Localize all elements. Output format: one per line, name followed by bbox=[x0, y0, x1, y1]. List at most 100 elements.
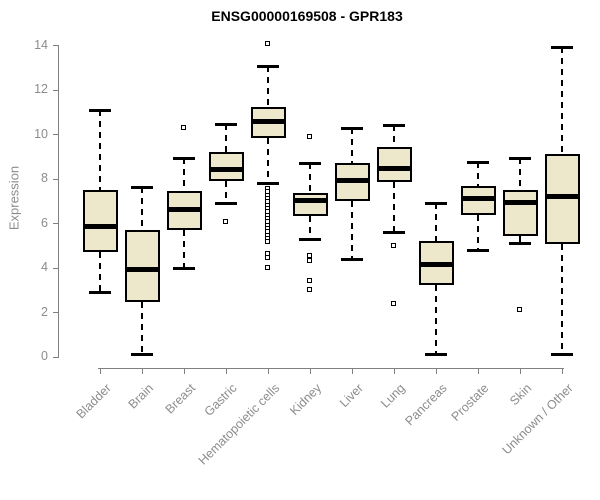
outlier-point-hematopoietic-cells bbox=[265, 265, 270, 270]
upper-whisker-gastric bbox=[225, 123, 227, 152]
x-axis-tick bbox=[520, 369, 521, 374]
y-axis-tick bbox=[53, 312, 58, 313]
y-axis-tick bbox=[53, 223, 58, 224]
box-kidney bbox=[293, 192, 328, 217]
y-tick-label: 14 bbox=[34, 38, 48, 52]
upper-whisker-cap-brain bbox=[131, 186, 153, 189]
lower-whisker-skin bbox=[519, 236, 521, 244]
lower-whisker-cap-brain bbox=[131, 353, 153, 356]
median-kidney bbox=[293, 198, 328, 203]
median-hematopoietic-cells bbox=[251, 119, 286, 124]
lower-whisker-cap-gastric bbox=[215, 202, 237, 205]
upper-whisker-lung bbox=[393, 125, 395, 148]
x-tick-label-breast: Breast bbox=[162, 381, 198, 417]
y-tick-label: 2 bbox=[41, 305, 48, 319]
upper-whisker-cap-hematopoietic-cells bbox=[257, 65, 279, 68]
x-axis-tick bbox=[478, 369, 479, 374]
upper-whisker-prostate bbox=[477, 161, 479, 187]
y-axis-tick bbox=[53, 357, 58, 358]
y-axis-tick bbox=[53, 134, 58, 135]
median-pancreas bbox=[419, 262, 454, 267]
outlier-point-hematopoietic-cells bbox=[265, 41, 270, 46]
x-tick-label-gastric: Gastric bbox=[202, 381, 240, 419]
y-axis-line bbox=[58, 45, 59, 358]
outlier-point-kidney bbox=[307, 278, 312, 283]
y-axis-tick bbox=[53, 179, 58, 180]
x-axis-line bbox=[98, 368, 564, 369]
outlier-point-hematopoietic-cells bbox=[265, 255, 270, 260]
lower-whisker-cap-liver bbox=[341, 258, 363, 261]
x-tick-label-pancreas: Pancreas bbox=[402, 381, 450, 429]
outlier-point-kidney bbox=[307, 253, 312, 258]
y-tick-label: 8 bbox=[41, 171, 48, 185]
box-lung bbox=[377, 147, 412, 182]
box-skin bbox=[503, 189, 538, 237]
chart-title: ENSG00000169508 - GPR183 bbox=[211, 8, 403, 24]
x-tick-label-brain: Brain bbox=[125, 381, 156, 412]
x-axis-tick bbox=[184, 369, 185, 374]
outlier-point-skin bbox=[517, 307, 522, 312]
lower-whisker-cap-breast bbox=[173, 267, 195, 270]
x-tick-label-skin: Skin bbox=[506, 381, 534, 409]
y-tick-label: 0 bbox=[41, 349, 48, 363]
outlier-point-breast bbox=[181, 125, 186, 130]
upper-whisker-cap-kidney bbox=[299, 162, 321, 165]
upper-whisker-breast bbox=[183, 158, 185, 191]
lower-whisker-hematopoietic-cells bbox=[267, 138, 269, 183]
upper-whisker-cap-prostate bbox=[467, 161, 489, 164]
box-unknown-other bbox=[545, 154, 580, 245]
lower-whisker-kidney bbox=[309, 216, 311, 239]
median-unknown-other bbox=[545, 194, 580, 199]
upper-whisker-cap-bladder bbox=[89, 109, 111, 112]
x-axis-tick bbox=[226, 369, 227, 374]
lower-whisker-lung bbox=[393, 181, 395, 232]
x-tick-label-liver: Liver bbox=[336, 381, 366, 411]
lower-whisker-cap-unknown-other bbox=[551, 353, 573, 356]
outlier-point-kidney bbox=[307, 287, 312, 292]
lower-whisker-cap-skin bbox=[509, 242, 531, 245]
x-axis-tick bbox=[142, 369, 143, 374]
upper-whisker-cap-gastric bbox=[215, 123, 237, 126]
x-tick-label-bladder: Bladder bbox=[73, 381, 114, 422]
lower-whisker-cap-pancreas bbox=[425, 353, 447, 356]
lower-whisker-cap-hematopoietic-cells bbox=[257, 182, 279, 185]
median-prostate bbox=[461, 196, 496, 201]
x-tick-label-kidney: Kidney bbox=[286, 381, 324, 418]
upper-whisker-cap-liver bbox=[341, 127, 363, 130]
upper-whisker-hematopoietic-cells bbox=[267, 66, 269, 108]
median-lung bbox=[377, 166, 412, 171]
lower-whisker-pancreas bbox=[435, 285, 437, 355]
x-tick-label-lung: Lung bbox=[378, 381, 408, 411]
y-tick-label: 6 bbox=[41, 216, 48, 230]
x-axis-tick bbox=[562, 369, 563, 374]
lower-whisker-unknown-other bbox=[561, 244, 563, 355]
x-axis-tick bbox=[436, 369, 437, 374]
box-bladder bbox=[83, 189, 118, 252]
lower-whisker-bladder bbox=[99, 251, 101, 292]
x-tick-label-prostate: Prostate bbox=[449, 381, 492, 424]
outlier-point-kidney bbox=[307, 258, 312, 263]
outlier-point-gastric bbox=[223, 219, 228, 224]
box-brain bbox=[125, 229, 160, 302]
y-tick-label: 10 bbox=[34, 127, 48, 141]
median-gastric bbox=[209, 167, 244, 172]
lower-whisker-gastric bbox=[225, 180, 227, 203]
box-gastric bbox=[209, 151, 244, 181]
y-tick-label: 4 bbox=[41, 260, 48, 274]
median-liver bbox=[335, 178, 370, 183]
x-axis-tick bbox=[394, 369, 395, 374]
upper-whisker-skin bbox=[519, 158, 521, 190]
x-axis-tick bbox=[100, 369, 101, 374]
upper-whisker-cap-pancreas bbox=[425, 202, 447, 205]
y-tick-label: 12 bbox=[34, 82, 48, 96]
median-brain bbox=[125, 267, 160, 272]
x-axis-tick bbox=[310, 369, 311, 374]
x-tick-label-hematopoietic-cells: Hematopoietic cells bbox=[195, 381, 282, 468]
upper-whisker-kidney bbox=[309, 162, 311, 193]
x-axis-tick bbox=[268, 369, 269, 374]
median-bladder bbox=[83, 224, 118, 229]
upper-whisker-pancreas bbox=[435, 202, 437, 241]
lower-whisker-cap-kidney bbox=[299, 238, 321, 241]
upper-whisker-cap-lung bbox=[383, 124, 405, 127]
